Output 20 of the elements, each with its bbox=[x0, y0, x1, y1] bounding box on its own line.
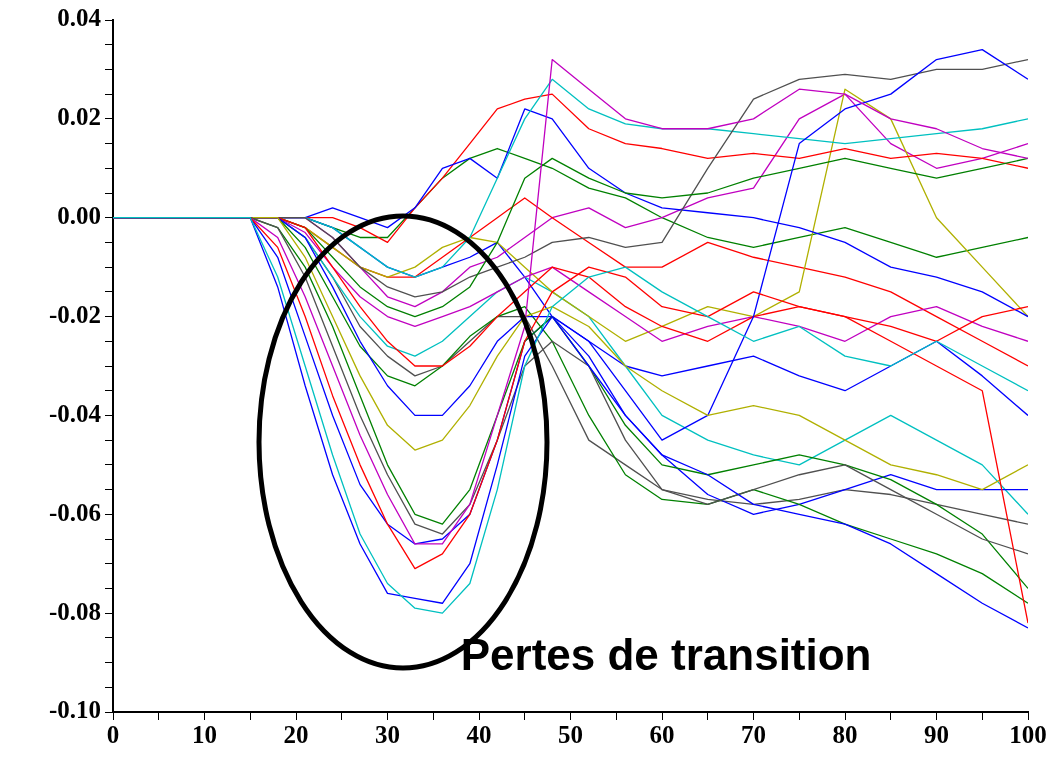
x-tick-label: 90 bbox=[924, 721, 949, 749]
y-tick-label: -0.04 bbox=[48, 399, 102, 427]
y-tick-label: 0.00 bbox=[57, 202, 101, 230]
x-tick-label: 10 bbox=[192, 721, 217, 749]
annotation: Pertes de transition bbox=[460, 630, 872, 679]
x-tick-label: 20 bbox=[283, 721, 309, 749]
y-tick-label: 0.02 bbox=[57, 103, 101, 131]
x-tick-label: 70 bbox=[741, 721, 766, 749]
y-tick-label: -0.10 bbox=[48, 696, 101, 724]
x-tick-label: 40 bbox=[466, 721, 492, 749]
x-tick-label: 60 bbox=[649, 721, 675, 749]
y-tick-label: 0.04 bbox=[57, 4, 102, 32]
x-tick-label: 0 bbox=[106, 721, 120, 749]
x-tick-label: 100 bbox=[1009, 721, 1047, 749]
y-tick-label: -0.02 bbox=[48, 301, 101, 329]
y-tick-label: -0.08 bbox=[48, 597, 101, 625]
x-tick-label: 30 bbox=[375, 721, 400, 749]
x-tick-label: 50 bbox=[558, 721, 583, 749]
x-tick-label: 80 bbox=[832, 721, 858, 749]
y-tick-label: -0.06 bbox=[48, 498, 101, 526]
